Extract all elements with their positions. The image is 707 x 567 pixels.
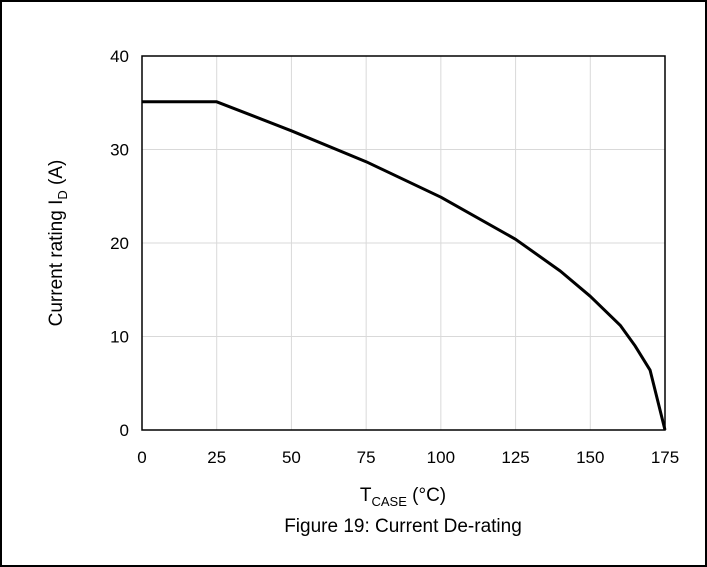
x-axis-label-sub: CASE (371, 494, 407, 509)
x-tick-label: 150 (576, 448, 604, 467)
y-tick-label: 20 (110, 234, 129, 253)
x-tick-label: 50 (282, 448, 301, 467)
x-tick-label: 25 (207, 448, 226, 467)
x-tick-label: 75 (357, 448, 376, 467)
x-axis-label: TCASE (°C) (360, 485, 446, 509)
x-tick-label: 125 (501, 448, 529, 467)
y-tick-label: 40 (110, 47, 129, 66)
y-axis-label: Current rating ID (A) (46, 160, 70, 327)
x-tick-label: 100 (427, 448, 455, 467)
plot-area (141, 55, 666, 431)
y-axis-label-unit: (A) (46, 160, 67, 191)
figure-caption: Figure 19: Current De-rating (284, 516, 522, 537)
y-tick-label: 30 (110, 141, 129, 160)
x-tick-label: 175 (651, 448, 679, 467)
x-tick-label: 0 (137, 448, 146, 467)
y-axis-label-sub: D (55, 190, 70, 199)
x-axis-label-unit: (°C) (407, 485, 446, 506)
x-axis-label-main: T (360, 485, 372, 506)
y-axis-label-main: Current rating I (46, 200, 67, 327)
grid (142, 56, 665, 430)
y-tick-label: 0 (120, 421, 129, 440)
series-line (142, 100, 667, 431)
series (142, 100, 667, 431)
y-tick-label: 10 (110, 328, 129, 347)
ticks: 0 25 50 75 100 125 150 175 0 10 20 30 40 (110, 47, 679, 467)
